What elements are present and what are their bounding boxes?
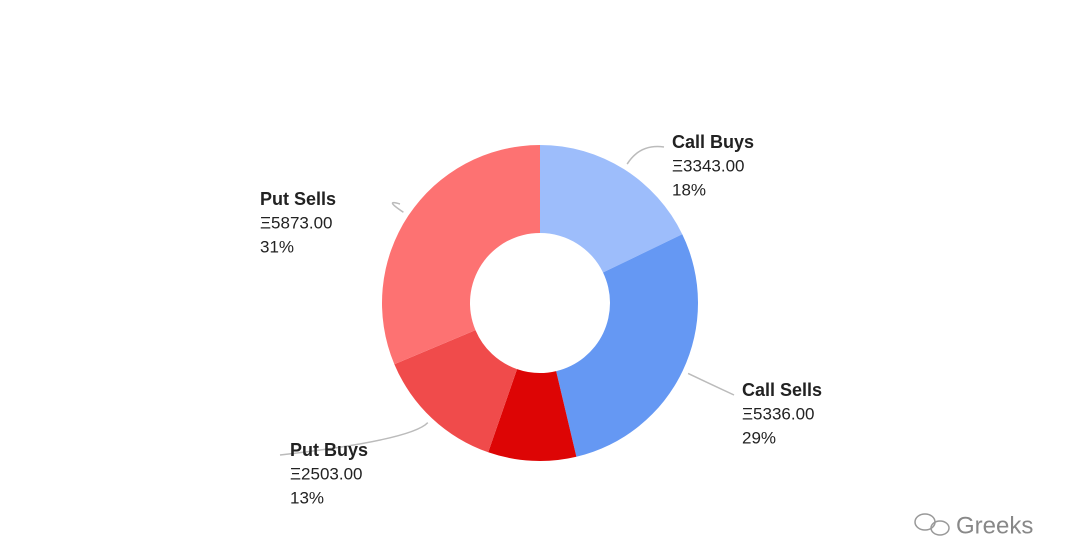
slice-label: Put Buys xyxy=(290,440,368,460)
slice-label: Put Sells xyxy=(260,189,336,209)
slice xyxy=(382,145,540,365)
leader-line xyxy=(626,145,665,165)
slice-label: Call Sells xyxy=(742,380,822,400)
slice-value: Ξ5336.00 xyxy=(742,404,815,423)
slice xyxy=(556,234,698,457)
leader-line xyxy=(279,422,429,456)
slice-value: Ξ2503.00 xyxy=(290,464,363,483)
slice-percent: 29% xyxy=(742,428,776,447)
watermark-icon xyxy=(914,513,950,536)
leader-line xyxy=(391,201,404,213)
slice-percent: 18% xyxy=(672,180,706,199)
watermark: Greeks xyxy=(956,512,1033,539)
leader-line xyxy=(687,372,735,396)
slice-percent: 13% xyxy=(290,488,324,507)
slice xyxy=(540,145,683,273)
slice-value: Ξ5873.00 xyxy=(260,213,333,232)
slice xyxy=(394,330,518,453)
slice-label: Call Buys xyxy=(672,132,754,152)
slice-value: Ξ3343.00 xyxy=(672,156,745,175)
slice-percent: 31% xyxy=(260,237,294,256)
slice xyxy=(488,369,577,462)
